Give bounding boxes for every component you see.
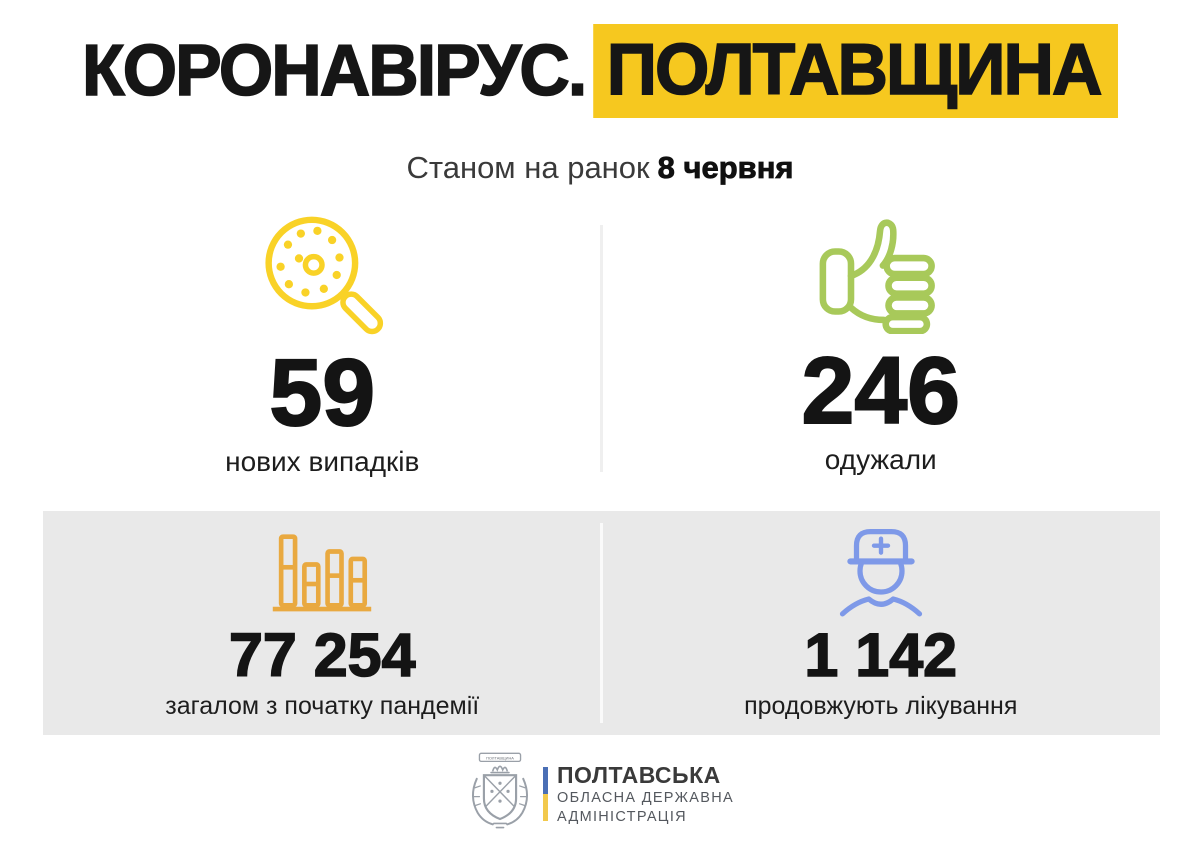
stat-label: нових випадків — [225, 445, 420, 477]
doctor-strokes — [839, 529, 922, 617]
subtitle-prefix: Станом на ранок — [406, 150, 650, 185]
thumbs-up-strokes — [819, 219, 935, 335]
stat-new-cases: 59 нових випадків — [43, 206, 602, 477]
stat-total-cases: 77 254 загалом з початку пандемії — [43, 511, 602, 735]
stat-value: 1 142 — [804, 621, 958, 689]
top-divider — [600, 225, 603, 472]
flag-divider — [543, 767, 548, 821]
subtitle-date: 8 червня — [657, 150, 794, 186]
stat-label: одужали — [824, 444, 937, 475]
bar-chart-icon — [270, 519, 374, 623]
subtitle: Станом на ранок 8 червня — [0, 150, 1200, 186]
thumbs-up-icon — [818, 206, 944, 342]
crest-banner-text: ПОЛТАВЩИНА — [486, 756, 514, 761]
title-prefix: КОРОНАВІРУС. — [81, 31, 588, 111]
org-line-2: ОБЛАСНА ДЕРЖАВНА — [557, 790, 734, 807]
oblast-crest-icon: ПОЛТАВЩИНА — [466, 752, 534, 836]
stat-recovered: 246 одужали — [602, 206, 1161, 476]
virus-magnifier-strokes — [265, 216, 384, 335]
stat-value: 246 — [800, 338, 961, 445]
doctor-icon — [832, 519, 930, 623]
stat-value: 59 — [268, 340, 376, 446]
organization-name: ПОЛТАВСЬКА ОБЛАСНА ДЕРЖАВНА АДМІНІСТРАЦІ… — [557, 761, 734, 828]
org-line-1: ПОЛТАВСЬКА — [557, 761, 721, 788]
stats-row-top: 59 нових випадків 246 одуж — [43, 206, 1161, 477]
title-highlight: ПОЛТАВЩИНА — [593, 24, 1118, 118]
bottom-divider — [600, 523, 603, 723]
virus-dots — [276, 226, 344, 297]
org-line-3: АДМІНІСТРАЦІЯ — [557, 809, 687, 826]
virus-magnifier-icon — [253, 206, 391, 344]
stat-label: продовжують лікування — [744, 692, 1018, 721]
stat-value: 77 254 — [228, 621, 416, 689]
footer: ПОЛТАВЩИНА ПОЛТАВСЬКА ОБЛАСНА ДЕРЖАВНА А… — [0, 752, 1200, 836]
bar-chart-strokes — [273, 534, 372, 612]
stat-in-treatment: 1 142 продовжують лікування — [602, 511, 1161, 735]
stat-label: загалом з початку пандемії — [165, 692, 480, 721]
page-title: КОРОНАВІРУС. ПОЛТАВЩИНА — [18, 24, 1182, 118]
